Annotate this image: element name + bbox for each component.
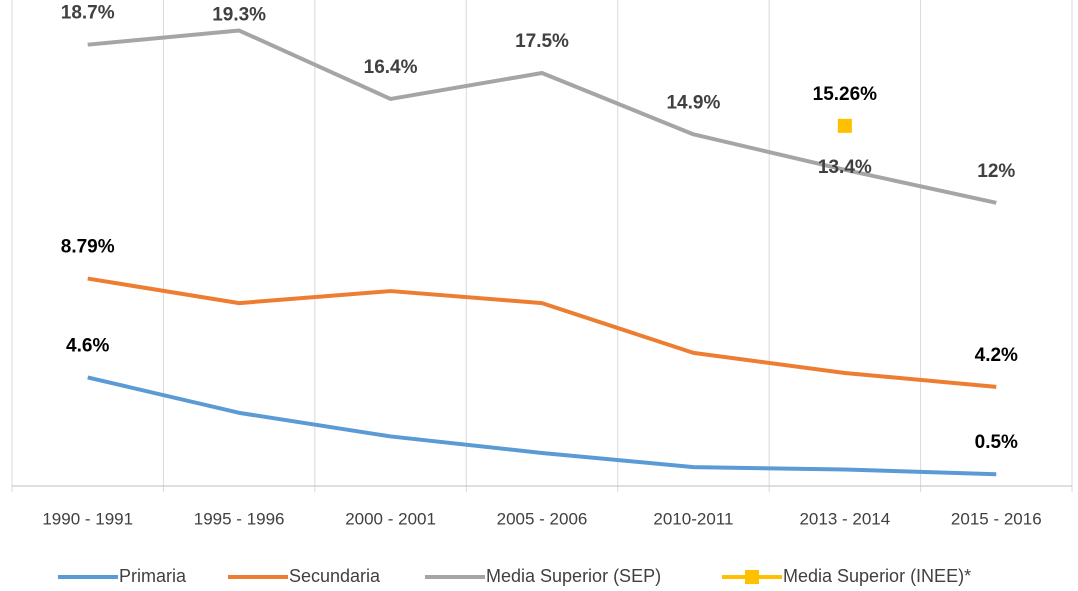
- data-label: 4.6%: [66, 335, 109, 356]
- x-tick-label: 2015 - 2016: [951, 509, 1042, 528]
- data-label: 13.4%: [818, 157, 872, 178]
- data-label: 0.5%: [975, 432, 1018, 453]
- data-label: 8.79%: [61, 237, 115, 258]
- x-tick-label: 2013 - 2014: [799, 509, 890, 528]
- data-label: 4.2%: [975, 345, 1018, 366]
- data-label: 12%: [977, 161, 1015, 182]
- data-label: 18.7%: [61, 3, 115, 24]
- series-line: [87, 276, 997, 389]
- series-line: [87, 28, 997, 205]
- data-label: 15.26%: [813, 84, 878, 105]
- x-tick-label: 2005 - 2006: [497, 509, 588, 528]
- x-tick-label: 2000 - 2001: [345, 509, 436, 528]
- legend-label: Primaria: [119, 566, 187, 586]
- legend-label: Secundaria: [289, 566, 381, 586]
- point-marker: [837, 118, 852, 133]
- x-tick-label: 1995 - 1996: [194, 509, 285, 528]
- data-label: 17.5%: [515, 31, 569, 52]
- x-tick-label: 1990 - 1991: [42, 509, 133, 528]
- data-label: 19.3%: [212, 5, 266, 26]
- legend-marker: [745, 570, 759, 584]
- legend-label: Media Superior (INEE)*: [783, 566, 971, 586]
- data-label: 14.9%: [666, 92, 720, 113]
- legend-label: Media Superior (SEP): [486, 566, 661, 586]
- series-line: [87, 375, 997, 477]
- x-tick-label: 2010-2011: [653, 509, 733, 528]
- data-label: 16.4%: [364, 57, 418, 78]
